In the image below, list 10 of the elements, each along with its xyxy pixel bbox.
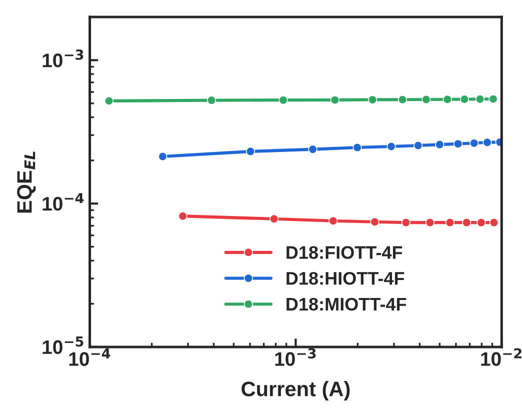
- y-tick-label: 10$^{−4}$: [42, 193, 84, 211]
- x-tick-label: 10$^{−3}$: [275, 348, 316, 366]
- legend-label: D18:FIOTT-4F: [286, 246, 402, 259]
- legend-label: D18:MIOTT-4F: [286, 298, 406, 311]
- x-tick-label: 10$^{−4}$: [69, 348, 110, 366]
- y-axis-title: EQE$_{EL}$: [17, 152, 36, 213]
- x-axis-title: Current (A): [242, 381, 350, 400]
- y-tick-label: 10$^{−3}$: [42, 50, 84, 68]
- legend-label: D18:HIOTT-4F: [286, 272, 404, 285]
- x-tick-label: 10$^{−2}$: [481, 348, 522, 366]
